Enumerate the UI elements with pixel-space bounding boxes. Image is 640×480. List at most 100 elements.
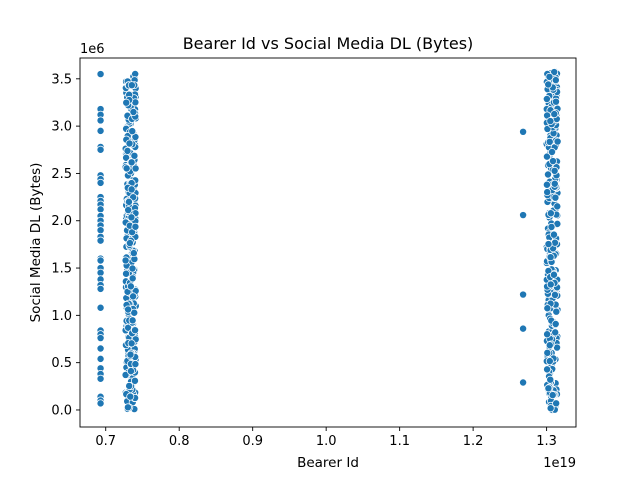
data-point [545,72,554,81]
x-tick-label: 0.7 [95,434,116,449]
data-point [128,127,137,136]
data-point [125,239,134,248]
data-point [131,360,140,369]
y-offset-text: 1e6 [80,42,105,57]
data-point [96,236,105,245]
data-point [126,367,135,376]
x-offset-text: 1e19 [543,456,576,471]
data-point [122,164,131,173]
data-point [545,137,554,146]
data-point [130,308,139,317]
data-point [543,348,552,357]
data-point [130,151,139,160]
data-point [519,324,528,333]
data-point [96,178,105,187]
data-point [542,180,551,189]
x-tick-label: 0.8 [169,434,190,449]
data-point [552,399,561,408]
y-tick-label: 2.5 [51,167,72,182]
data-point [543,365,552,374]
data-point [127,158,136,167]
data-point [546,117,555,126]
data-point [121,256,130,265]
data-point [543,188,552,197]
data-point [519,127,528,136]
data-point [543,330,552,339]
y-tick-label: 2.0 [51,214,72,229]
data-point [549,230,558,239]
data-point [96,354,105,363]
data-point [96,116,105,125]
data-point [546,280,555,289]
data-point [127,185,136,194]
data-point [127,339,136,348]
x-tick-label: 0.9 [242,434,263,449]
data-point [96,284,105,293]
data-point [551,193,560,202]
data-point [123,403,132,412]
data-point [129,249,138,258]
data-point [124,206,133,215]
data-point [551,97,560,106]
data-point [553,137,562,146]
data-point [96,268,105,277]
data-point [130,376,139,385]
data-point [550,179,559,188]
data-point [122,269,131,278]
y-tick-label: 3.0 [51,120,72,135]
data-point [544,384,553,393]
data-point [96,70,105,79]
x-tick-label: 1.3 [536,434,557,449]
data-point [552,307,561,316]
data-point [126,282,135,291]
data-point [545,341,554,350]
plot-frame [79,57,577,428]
data-point [546,375,555,384]
data-point [549,270,558,279]
y-axis-ticks: 0.0 0.5 1.0 1.5 2.0 2.5 3.0 3.5 [51,72,80,418]
data-point [553,202,562,211]
data-point [546,404,555,413]
data-point [548,148,556,156]
data-point [123,146,132,155]
y-tick-label: 0.0 [51,403,72,418]
data-point [131,222,140,231]
y-tick-label: 1.5 [51,262,72,277]
data-point [519,290,528,299]
data-point [129,292,138,301]
data-point [544,240,553,249]
data-point [125,381,134,390]
data-point [551,328,560,337]
data-point [551,290,559,299]
data-point [550,110,559,119]
data-point [96,126,105,135]
chart-title: Bearer Id vs Social Media DL (Bytes) [183,34,474,53]
data-point [131,326,140,335]
data-point [96,399,105,408]
data-point [544,170,552,179]
y-axis-label: Social Media DL (Bytes) [28,163,44,323]
data-point [519,211,528,220]
data-point [96,226,105,235]
data-point [96,344,105,353]
data-point [96,303,105,312]
x-axis-label: Bearer Id [297,455,359,471]
data-point [547,222,556,231]
data-point [96,374,105,383]
y-tick-label: 0.5 [51,356,72,371]
data-point [545,357,554,366]
data-point [544,80,553,89]
data-point [543,304,552,313]
data-point [546,253,555,262]
data-point [127,81,136,90]
data-point [548,391,557,400]
data-point [128,274,137,283]
data-point [122,98,131,107]
data-point [542,95,551,103]
x-tick-label: 1.0 [316,434,337,449]
data-point [96,256,105,265]
data-point [519,378,528,387]
data-point [549,157,557,166]
y-tick-label: 1.0 [51,309,72,324]
